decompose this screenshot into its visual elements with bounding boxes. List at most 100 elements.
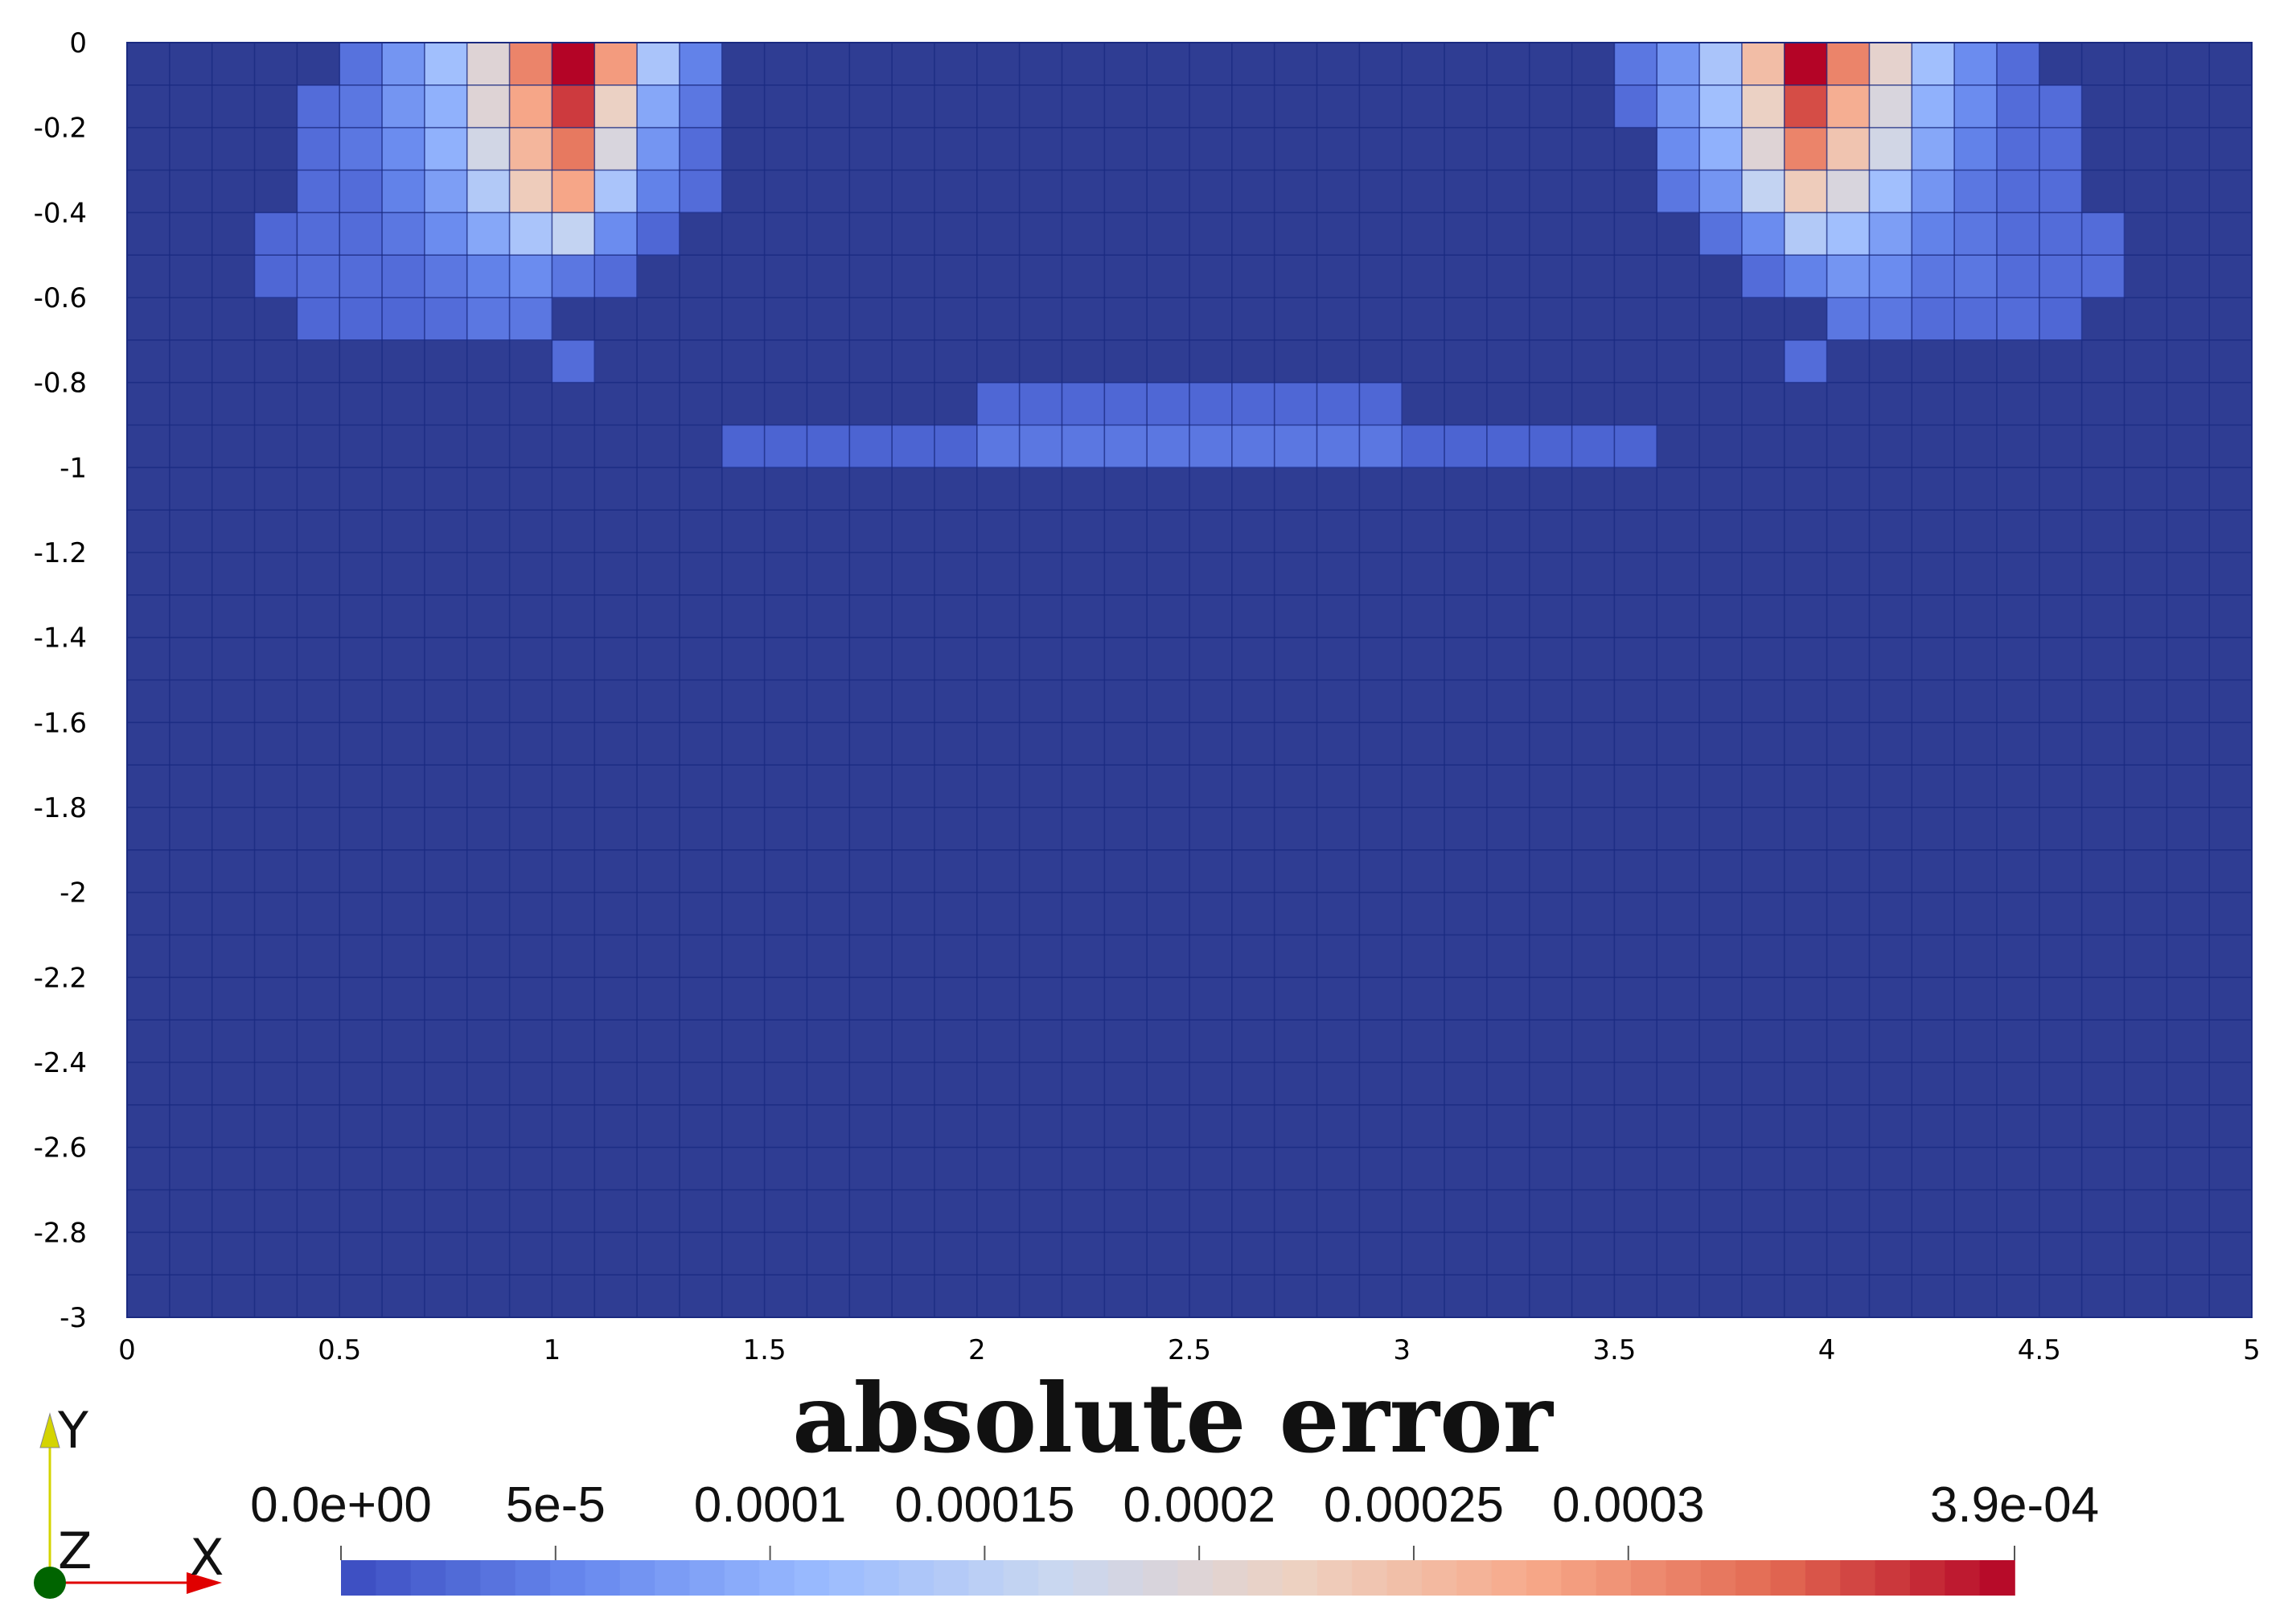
heatmap-cell: [637, 43, 680, 86]
heatmap-cell: [1869, 84, 1912, 129]
colorbar-band: [1666, 1560, 1702, 1596]
heatmap-cell: [424, 127, 468, 171]
colorbar-band: [1526, 1560, 1563, 1596]
plot-frame: [126, 42, 2253, 1318]
heatmap-cell: [339, 170, 383, 213]
heatmap-cell: [509, 170, 552, 213]
heatmap-cell: [1359, 382, 1403, 426]
y-tick-label: -0.2: [34, 113, 87, 145]
colorbar-band: [968, 1560, 1004, 1596]
heatmap-cell: [339, 298, 383, 341]
heatmap-cell: [1274, 425, 1318, 468]
colorbar-band: [1491, 1560, 1527, 1596]
heatmap-cell: [1316, 382, 1360, 426]
heatmap-cell: [1657, 127, 1700, 171]
colorbar: [341, 1560, 2015, 1596]
heatmap-cell: [1104, 382, 1148, 426]
colorbar-band: [1561, 1560, 1597, 1596]
heatmap-cell: [382, 127, 425, 171]
heatmap-cell: [1189, 425, 1233, 468]
heatmap-cell: [1784, 127, 1828, 171]
heatmap-cell: [594, 255, 638, 298]
heatmap-cell: [594, 127, 638, 171]
heatmap-cell: [1231, 382, 1275, 426]
heatmap-cell: [1784, 170, 1828, 213]
heatmap-cell: [339, 43, 383, 86]
heatmap-cell: [254, 255, 298, 298]
heatmap-cell: [1954, 84, 1998, 129]
heatmap-cell: [1826, 212, 1871, 256]
heatmap-cell: [1996, 298, 2040, 341]
chart-title: absolute error: [792, 1362, 1555, 1474]
heatmap-cell: [297, 298, 340, 341]
colorbar-tick-label: 0.00025: [1324, 1477, 1504, 1533]
heatmap-cell: [1614, 425, 1657, 468]
heatmap-cell: [382, 212, 425, 256]
heatmap-cell: [1699, 170, 1743, 213]
heatmap-cell: [679, 84, 723, 129]
colorbar-band: [1421, 1560, 1458, 1596]
heatmap-cell: [1869, 127, 1912, 171]
heatmap-cell: [424, 43, 468, 86]
heatmap-cell: [1486, 425, 1530, 468]
heatmap-cell: [1147, 425, 1190, 468]
heatmap-cell: [1954, 298, 1998, 341]
heatmap-cell: [1359, 425, 1403, 468]
y-tick-label: -1.2: [34, 537, 87, 569]
colorbar-band: [1805, 1560, 1842, 1596]
heatmap-cell: [1826, 170, 1871, 213]
heatmap-cell: [297, 255, 340, 298]
heatmap-cell: [594, 212, 638, 256]
heatmap-cell: [1741, 212, 1785, 256]
heatmap-cell: [1189, 382, 1233, 426]
heatmap-cell: [382, 43, 425, 86]
colorbar-band: [585, 1560, 621, 1596]
colorbar-band: [1840, 1560, 1876, 1596]
heatmap-cell: [1826, 127, 1871, 171]
heatmap-cell: [1741, 255, 1785, 298]
heatmap-cell: [1784, 255, 1828, 298]
orientation-axes-widget: Y Z X: [34, 1401, 224, 1599]
colorbar-band: [1770, 1560, 1806, 1596]
y-axis-arrowhead: [39, 1412, 60, 1448]
heatmap-cell: [552, 255, 595, 298]
heatmap-cell: [509, 298, 552, 341]
colorbar-band: [898, 1560, 934, 1596]
x-tick-label: 4.5: [2018, 1334, 2061, 1366]
colorbar-band: [515, 1560, 551, 1596]
heatmap-cell: [1912, 170, 1955, 213]
heatmap-cell: [594, 43, 638, 86]
colorbar-band: [550, 1560, 586, 1596]
orientation-axis-label: Y: [57, 1401, 88, 1460]
heatmap-cell: [637, 170, 680, 213]
heatmap-cell: [1954, 43, 1998, 86]
y-tick-label: -0.6: [34, 282, 87, 314]
heatmap-cell: [1657, 43, 1700, 86]
y-tick-label: -2.4: [34, 1047, 87, 1079]
colorbar-band: [1945, 1560, 1981, 1596]
heatmap-cell: [1147, 382, 1190, 426]
heatmap-cell: [466, 212, 511, 256]
heatmap-cell: [1826, 43, 1871, 86]
colorbar-band: [1875, 1560, 1911, 1596]
heatmap-cell: [552, 170, 595, 213]
heatmap-cell: [466, 127, 511, 171]
colorbar-band: [1107, 1560, 1144, 1596]
x-tick-label: 4: [1818, 1334, 1836, 1366]
heatmap-cell: [892, 425, 935, 468]
colorbar-band: [689, 1560, 725, 1596]
heatmap-cell: [807, 425, 850, 468]
heatmap-cell: [509, 84, 552, 129]
y-tick-label: -1.6: [34, 707, 87, 739]
heatmap-cell: [1912, 84, 1955, 129]
heatmap-cell: [1869, 170, 1912, 213]
heatmap-cell: [382, 255, 425, 298]
colorbar-band: [410, 1560, 446, 1596]
heatmap-cell: [1912, 255, 1955, 298]
heatmap-cell: [297, 170, 340, 213]
heatmap-cell: [1912, 127, 1955, 171]
heatmap-cell: [1996, 43, 2040, 86]
heatmap-cell: [1062, 382, 1105, 426]
y-axis-ticks: 0 -0.2 -0.4 -0.6 -0.8 -1 -1.2 -1.4 -1.6 -1.8 -2 -2.…: [34, 27, 87, 1334]
heatmap-cell: [1996, 212, 2040, 256]
